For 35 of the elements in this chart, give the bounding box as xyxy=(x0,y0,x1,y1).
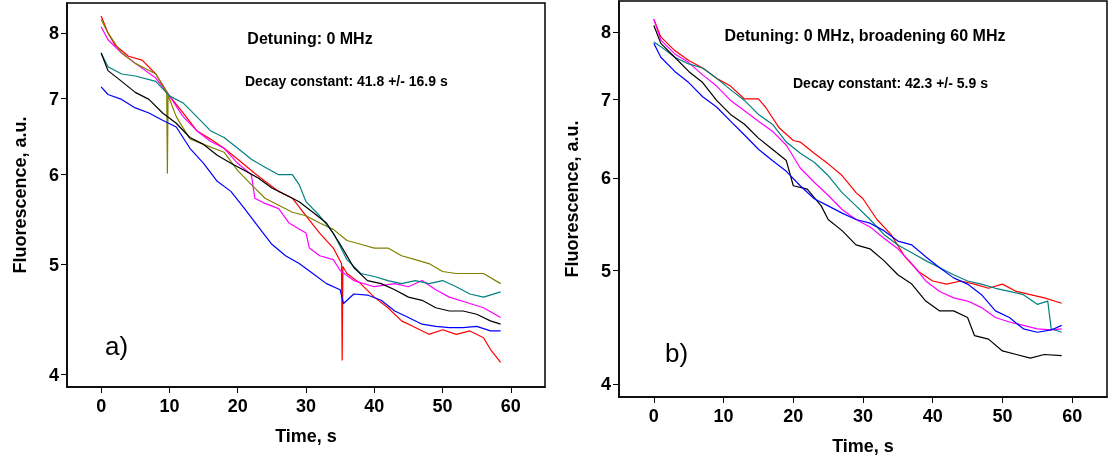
line-series xyxy=(100,15,502,363)
x-tick-label: 0 xyxy=(96,396,107,416)
x-tick-label: 50 xyxy=(432,396,453,416)
y-tick-label: 7 xyxy=(48,88,59,109)
y-tick-label: 6 xyxy=(600,168,611,189)
y-tick-label: 8 xyxy=(48,22,59,43)
annotation: b) xyxy=(665,338,689,368)
y-tick-label: 4 xyxy=(600,374,611,395)
x-axis-title: Time, s xyxy=(832,436,894,456)
x-tick-label: 30 xyxy=(295,396,317,416)
annotation: Decay constant: 41.8 +/- 16.9 s xyxy=(245,73,448,89)
x-tick-label: 60 xyxy=(500,396,521,416)
y-axis-title: Fluorescence, a.u. xyxy=(10,116,30,274)
annotation: Decay constant: 42.3 +/- 5.9 s xyxy=(793,75,989,91)
x-tick-label: 30 xyxy=(852,406,874,426)
text: Detuning: 0 MHz xyxy=(247,29,373,47)
x-axis-title: Time, s xyxy=(275,426,337,446)
y-tick-label: 8 xyxy=(600,21,611,42)
text: Detuning: 0 MHz, broadening 60 MHz xyxy=(724,26,1006,44)
y-tick-label: 4 xyxy=(48,364,59,385)
y-tick-label: 5 xyxy=(48,254,59,275)
y-tick-label: 7 xyxy=(600,89,611,110)
annotation: a) xyxy=(105,331,129,361)
x-tick-label: 0 xyxy=(648,406,659,426)
x-tick-label: 40 xyxy=(364,396,385,416)
x-tick-label: 10 xyxy=(159,396,180,416)
y-tick-label: 6 xyxy=(48,164,59,185)
y-axis-title: Fluorescence, a.u. xyxy=(562,120,582,278)
x-tick-label: 20 xyxy=(783,406,804,426)
x-tick-label: 40 xyxy=(922,406,943,426)
x-tick-label: 60 xyxy=(1062,406,1083,426)
y-tick-label: 5 xyxy=(600,260,611,281)
x-tick-label: 50 xyxy=(992,406,1013,426)
x-tick-label: 10 xyxy=(713,406,734,426)
x-tick-label: 20 xyxy=(227,396,248,416)
